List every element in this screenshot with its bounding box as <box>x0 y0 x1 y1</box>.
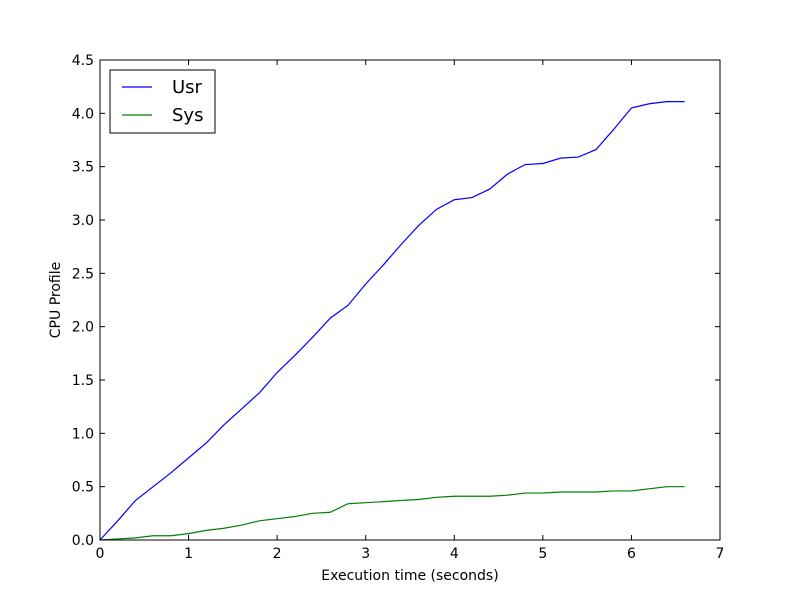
y-tick-label: 4.0 <box>72 106 94 122</box>
y-axis-ticks: 0.0 0.5 1.0 1.5 2.0 2.5 3.0 3.5 4.0 4.5 <box>72 53 720 549</box>
x-tick-label: 3 <box>361 546 370 562</box>
x-axis-ticks: 0 1 2 3 4 5 6 7 <box>96 60 725 562</box>
legend-label-sys: Sys <box>172 105 203 126</box>
x-tick-label: 7 <box>716 546 725 562</box>
plot-frame <box>99 59 721 541</box>
series-line-usr <box>99 100 685 541</box>
y-tick-label: 2.0 <box>72 320 94 336</box>
x-tick-label: 2 <box>273 546 282 562</box>
y-tick-label: 1.0 <box>72 426 94 442</box>
series-layer <box>99 100 685 541</box>
legend-label-usr: Usr <box>172 77 203 98</box>
x-tick-label: 5 <box>538 546 547 562</box>
y-tick-label: 2.5 <box>72 266 94 282</box>
y-axis-label: CPU Profile <box>48 262 64 338</box>
plot-area <box>100 60 720 540</box>
legend: Usr Sys <box>109 69 216 134</box>
y-tick-label: 3.0 <box>72 213 94 229</box>
x-axis-label: Execution time (seconds) <box>321 568 498 584</box>
y-tick-label: 3.5 <box>72 160 94 176</box>
x-tick-label: 1 <box>184 546 193 562</box>
y-tick-label: 1.5 <box>72 373 94 389</box>
y-tick-label: 0.5 <box>72 480 94 496</box>
x-tick-label: 0 <box>96 546 105 562</box>
y-tick-label: 0.0 <box>72 533 94 549</box>
legend-box <box>109 69 216 134</box>
x-tick-label: 6 <box>627 546 636 562</box>
series-line-sys <box>99 486 685 541</box>
y-tick-label: 4.5 <box>72 53 94 69</box>
x-tick-label: 4 <box>450 546 459 562</box>
